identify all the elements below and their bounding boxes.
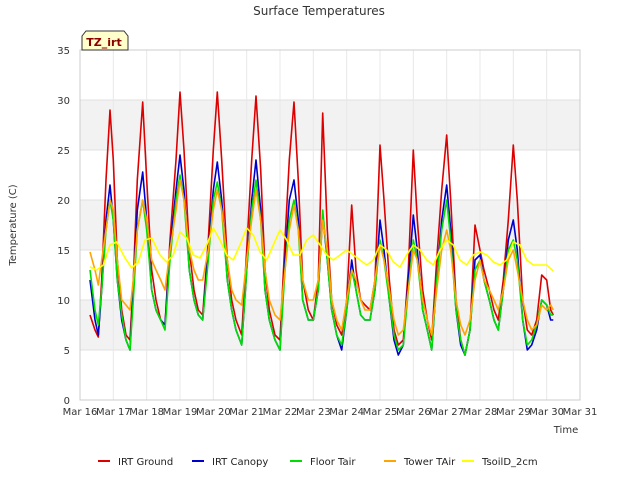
background-band: [80, 200, 580, 250]
y-axis-ticks: 0 5 10 15 20 25 30 35: [57, 46, 70, 407]
legend: IRT Ground IRT Canopy Floor Tair Tower TAir…: [98, 457, 538, 468]
y-tick-label: 0: [64, 396, 70, 407]
y-axis-label: Temperature (C): [8, 184, 19, 266]
legend-label: Floor Tair: [310, 457, 356, 468]
x-tick-label: Mar 26: [396, 407, 431, 418]
x-tick-label: Mar 18: [129, 407, 164, 418]
series-lines: [89, 91, 555, 356]
y-tick-label: 10: [57, 296, 70, 307]
series-line-tsoild-2cm: [89, 227, 554, 272]
x-tick-label: Mar 17: [96, 407, 131, 418]
legend-label: TsoilD_2cm: [481, 457, 538, 468]
x-tick-label: Mar 19: [163, 407, 198, 418]
x-tick-label: Mar 24: [329, 407, 364, 418]
x-axis-label: Time: [553, 425, 578, 436]
y-tick-label: 5: [64, 346, 70, 357]
site-badge: TZ_irt: [81, 30, 129, 51]
series-line-tower-tair: [89, 179, 555, 336]
x-tick-label: Mar 25: [363, 407, 398, 418]
x-tick-label: Mar 30: [529, 407, 564, 418]
x-tick-label: Mar 23: [296, 407, 331, 418]
x-tick-label: Mar 31: [563, 407, 598, 418]
site-badge-shape: [81, 30, 129, 51]
chart-title: Surface Temperatures: [253, 4, 385, 18]
y-tick-label: 30: [57, 96, 70, 107]
x-tick-label: Mar 28: [463, 407, 498, 418]
x-tick-label: Mar 27: [429, 407, 464, 418]
x-tick-label: Mar 22: [263, 407, 298, 418]
y-tick-label: 20: [57, 196, 70, 207]
legend-label: IRT Ground: [118, 457, 173, 468]
x-tick-label: Mar 29: [496, 407, 531, 418]
x-tick-label: Mar 16: [63, 407, 98, 418]
site-badge-label: TZ_irt: [86, 36, 121, 49]
legend-label: IRT Canopy: [212, 457, 268, 468]
y-tick-label: 15: [57, 246, 70, 257]
legend-label: Tower TAir: [403, 457, 456, 468]
x-tick-label: Mar 21: [229, 407, 264, 418]
x-tick-label: Mar 20: [196, 407, 231, 418]
y-tick-label: 25: [57, 146, 70, 157]
plot-frame: [79, 49, 581, 401]
series-line-floor-tair: [89, 174, 554, 356]
plot-background-bands: [80, 100, 580, 350]
y-tick-label: 35: [57, 46, 70, 57]
background-band: [80, 100, 580, 150]
